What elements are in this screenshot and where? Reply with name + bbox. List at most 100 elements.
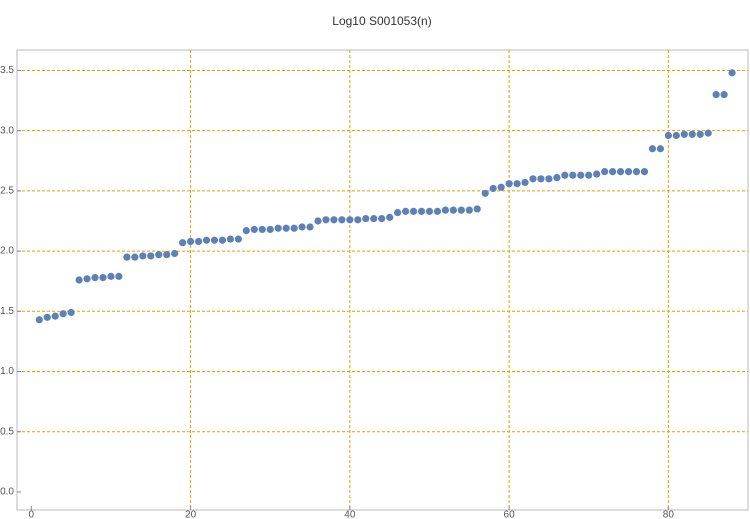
data-point	[433, 207, 442, 215]
data-point	[258, 225, 266, 234]
y-tick-label: 0.0	[0, 487, 14, 498]
data-point	[322, 216, 330, 224]
data-point	[99, 273, 107, 282]
data-point	[43, 313, 51, 321]
data-point	[226, 235, 235, 243]
data-point	[266, 225, 274, 234]
data-point	[601, 168, 609, 176]
data-point	[672, 131, 680, 140]
data-point	[171, 249, 179, 258]
data-point	[139, 252, 147, 260]
x-tick-label: 60	[504, 510, 516, 519]
data-point	[401, 207, 410, 215]
data-point	[561, 171, 569, 179]
data-point	[155, 251, 163, 259]
data-point	[616, 168, 625, 176]
data-point	[194, 237, 203, 246]
y-tick-label: 1.5	[0, 306, 14, 317]
data-point	[481, 189, 489, 197]
data-point	[75, 276, 83, 284]
data-point	[306, 223, 314, 231]
data-point	[51, 312, 59, 320]
y-tick-label: 3.0	[0, 125, 14, 136]
data-point	[186, 237, 195, 246]
data-point	[354, 216, 362, 224]
data-point	[656, 145, 665, 153]
data-point	[394, 208, 402, 217]
data-point	[417, 207, 426, 215]
data-point	[449, 206, 457, 214]
data-point	[123, 253, 131, 261]
data-point	[330, 216, 338, 224]
data-point	[242, 227, 250, 235]
data-point	[728, 69, 736, 77]
data-point	[218, 236, 227, 244]
data-point	[457, 206, 465, 214]
data-point	[115, 272, 123, 280]
data-point	[664, 131, 672, 140]
data-point	[131, 253, 139, 261]
data-point	[179, 239, 187, 247]
data-point	[465, 206, 473, 214]
data-point	[577, 171, 585, 179]
data-point	[274, 224, 282, 232]
data-point	[210, 236, 219, 244]
data-point	[59, 310, 67, 318]
data-point	[680, 130, 688, 138]
data-point	[338, 216, 346, 224]
data-point	[35, 316, 43, 324]
y-tick-label: 2.0	[0, 246, 14, 257]
data-point	[362, 214, 370, 223]
data-point	[346, 216, 354, 224]
data-point	[688, 130, 696, 138]
data-point	[378, 214, 386, 223]
x-tick-label: 0	[29, 510, 35, 519]
data-point	[409, 207, 418, 215]
data-point	[83, 275, 91, 283]
data-point	[553, 174, 561, 182]
data-point	[298, 223, 306, 231]
data-point	[712, 90, 720, 99]
data-point	[529, 175, 537, 183]
data-point	[545, 175, 553, 183]
data-point	[648, 145, 657, 153]
chart-title: Log10 S001053(n)	[332, 14, 431, 28]
x-tick-label: 20	[185, 510, 197, 519]
data-point	[632, 168, 641, 176]
data-point	[513, 180, 521, 188]
data-point	[585, 171, 593, 179]
data-point	[624, 168, 633, 176]
data-point	[441, 206, 450, 214]
data-point	[147, 252, 155, 260]
data-point	[67, 308, 75, 317]
x-tick-label: 80	[663, 510, 675, 519]
data-point	[107, 272, 115, 280]
y-tick-label: 2.5	[0, 186, 14, 197]
x-tick-label: 40	[344, 510, 356, 519]
data-point	[282, 224, 290, 232]
data-point	[163, 251, 171, 259]
plot-frame	[16, 49, 749, 511]
data-point	[250, 225, 258, 234]
data-point	[704, 129, 712, 137]
y-tick-label: 0.5	[0, 426, 14, 437]
data-point	[489, 184, 497, 193]
data-point	[473, 205, 481, 213]
data-point	[521, 178, 529, 187]
data-point	[386, 213, 394, 221]
data-point	[609, 168, 617, 176]
data-point	[640, 168, 649, 176]
y-tick-label: 3.5	[0, 65, 14, 76]
data-point	[425, 207, 434, 215]
data-point	[290, 224, 298, 232]
data-point	[537, 175, 545, 183]
data-point	[497, 183, 505, 191]
data-point	[234, 235, 242, 243]
data-point	[370, 214, 378, 223]
data-point	[696, 130, 704, 138]
data-point	[91, 273, 99, 282]
data-point	[202, 236, 211, 244]
data-point	[593, 170, 601, 178]
